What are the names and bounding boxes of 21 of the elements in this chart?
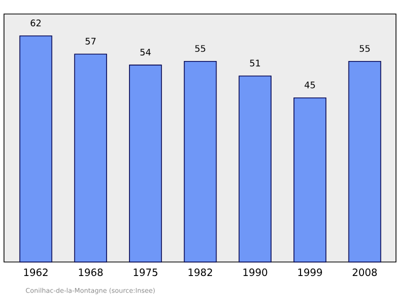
x-tick-label: 2008	[352, 268, 377, 276]
x-tick-label: 1962	[24, 268, 48, 276]
bar	[74, 54, 108, 262]
data-label: 57	[86, 38, 96, 45]
data-label: 45	[304, 82, 315, 88]
x-tick-label: 1982	[188, 268, 212, 276]
data-label: 62	[30, 20, 41, 26]
bar	[238, 76, 272, 262]
x-tick-label: 1990	[243, 268, 268, 276]
data-label: 55	[195, 45, 206, 52]
data-label: 55	[360, 45, 370, 52]
data-label: 51	[250, 60, 260, 66]
data-label: 54	[140, 48, 151, 56]
bar	[129, 64, 162, 262]
x-tick-label: 1975	[134, 268, 158, 276]
bar	[184, 61, 217, 262]
bar	[19, 35, 52, 262]
x-tick-label: 1968	[79, 268, 103, 276]
x-tick-label: 1999	[298, 268, 322, 276]
bar	[348, 61, 382, 262]
bar	[294, 97, 326, 262]
